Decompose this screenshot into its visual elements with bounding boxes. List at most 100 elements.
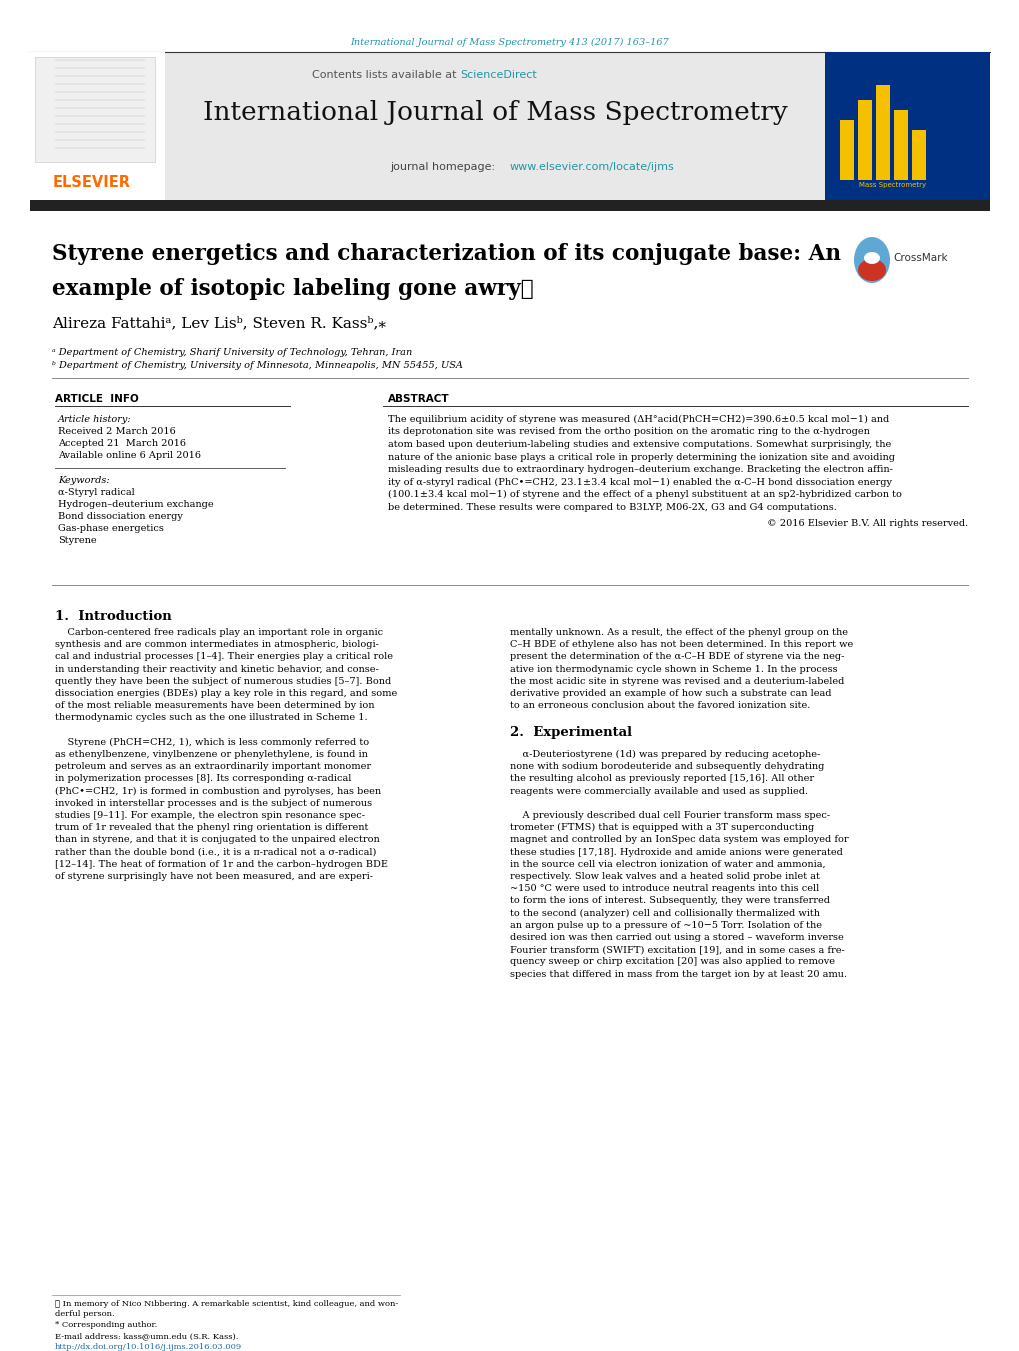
Text: the resulting alcohol as previously reported [15,16]. All other: the resulting alcohol as previously repo…	[510, 774, 813, 784]
Text: International Journal of Mass Spectrometry 413 (2017) 163–167: International Journal of Mass Spectromet…	[351, 38, 668, 47]
Text: these studies [17,18]. Hydroxide and amide anions were generated: these studies [17,18]. Hydroxide and ami…	[510, 847, 842, 857]
Text: E-mail address: kass@umn.edu (S.R. Kass).: E-mail address: kass@umn.edu (S.R. Kass)…	[55, 1332, 238, 1340]
Text: Hydrogen–deuterium exchange: Hydrogen–deuterium exchange	[58, 500, 213, 509]
Text: Keywords:: Keywords:	[58, 476, 109, 485]
Text: invoked in interstellar processes and is the subject of numerous: invoked in interstellar processes and is…	[55, 798, 372, 808]
Text: its deprotonation site was revised from the ortho position on the aromatic ring : its deprotonation site was revised from …	[387, 427, 869, 436]
Text: Styrene: Styrene	[58, 536, 97, 544]
Text: thermodynamic cycles such as the one illustrated in Scheme 1.: thermodynamic cycles such as the one ill…	[55, 713, 367, 723]
Text: trum of 1r revealed that the phenyl ring orientation is different: trum of 1r revealed that the phenyl ring…	[55, 823, 368, 832]
Text: example of isotopic labeling gone awry⋆: example of isotopic labeling gone awry⋆	[52, 278, 533, 300]
Text: ᵇ Department of Chemistry, University of Minnesota, Minneapolis, MN 55455, USA: ᵇ Department of Chemistry, University of…	[52, 361, 463, 370]
Text: ᵃ Department of Chemistry, Sharif University of Technology, Tehran, Iran: ᵃ Department of Chemistry, Sharif Univer…	[52, 349, 412, 357]
Ellipse shape	[863, 253, 879, 263]
Text: [12–14]. The heat of formation of 1r and the carbon–hydrogen BDE: [12–14]. The heat of formation of 1r and…	[55, 859, 387, 869]
Text: Received 2 March 2016: Received 2 March 2016	[58, 427, 175, 436]
Text: derful person.: derful person.	[55, 1310, 114, 1319]
Text: ⋆ In memory of Nico Nibbering. A remarkable scientist, kind colleague, and won-: ⋆ In memory of Nico Nibbering. A remarka…	[55, 1300, 397, 1308]
Bar	[893, 109, 907, 180]
Text: Accepted 21  March 2016: Accepted 21 March 2016	[58, 439, 185, 449]
Text: dissociation energies (BDEs) play a key role in this regard, and some: dissociation energies (BDEs) play a key …	[55, 689, 396, 698]
Text: ABSTRACT: ABSTRACT	[387, 394, 449, 404]
Text: ARTICLE  INFO: ARTICLE INFO	[55, 394, 139, 404]
Text: desired ion was then carried out using a stored – waveform inverse: desired ion was then carried out using a…	[510, 934, 843, 942]
Text: to the second (analyzer) cell and collisionally thermalized with: to the second (analyzer) cell and collis…	[510, 909, 819, 917]
Text: 2.  Experimental: 2. Experimental	[510, 725, 632, 739]
Text: (100.1±3.4 kcal mol−1) of styrene and the effect of a phenyl substituent at an s: (100.1±3.4 kcal mol−1) of styrene and th…	[387, 490, 901, 499]
Text: ELSEVIER: ELSEVIER	[53, 176, 130, 190]
Text: CrossMark: CrossMark	[892, 253, 947, 263]
Text: atom based upon deuterium-labeling studies and extensive computations. Somewhat : atom based upon deuterium-labeling studi…	[387, 440, 891, 449]
Text: to form the ions of interest. Subsequently, they were transferred: to form the ions of interest. Subsequent…	[510, 897, 829, 905]
Text: the most acidic site in styrene was revised and a deuterium-labeled: the most acidic site in styrene was revi…	[510, 677, 844, 686]
Text: Article history:: Article history:	[58, 415, 131, 424]
Text: in understanding their reactivity and kinetic behavior, and conse-: in understanding their reactivity and ki…	[55, 665, 378, 674]
Text: The equilibrium acidity of styrene was measured (ΔH°acid(PhCH=CH2)=390.6±0.5 kca: The equilibrium acidity of styrene was m…	[387, 415, 889, 424]
Bar	[857, 100, 871, 180]
Bar	[30, 51, 165, 200]
Text: of styrene surprisingly have not been measured, and are experi-: of styrene surprisingly have not been me…	[55, 871, 373, 881]
Text: Alireza Fattahiᵃ, Lev Lisᵇ, Steven R. Kassᵇ,⁎: Alireza Fattahiᵃ, Lev Lisᵇ, Steven R. Ka…	[52, 316, 385, 330]
Text: Bond dissociation energy: Bond dissociation energy	[58, 512, 182, 521]
Text: nature of the anionic base plays a critical role in properly determining the ion: nature of the anionic base plays a criti…	[387, 453, 894, 462]
Text: Fourier transform (SWIFT) excitation [19], and in some cases a fre-: Fourier transform (SWIFT) excitation [19…	[510, 946, 844, 954]
Text: in polymerization processes [8]. Its corresponding α-radical: in polymerization processes [8]. Its cor…	[55, 774, 351, 784]
Text: Styrene energetics and characterization of its conjugate base: An: Styrene energetics and characterization …	[52, 243, 841, 265]
Text: © 2016 Elsevier B.V. All rights reserved.: © 2016 Elsevier B.V. All rights reserved…	[766, 519, 967, 528]
Text: www.elsevier.com/locate/ijms: www.elsevier.com/locate/ijms	[510, 162, 675, 172]
Text: magnet and controlled by an IonSpec data system was employed for: magnet and controlled by an IonSpec data…	[510, 835, 848, 844]
Text: Carbon-centered free radicals play an important role in organic: Carbon-centered free radicals play an im…	[55, 628, 383, 638]
Text: none with sodium borodeuteride and subsequently dehydrating: none with sodium borodeuteride and subse…	[510, 762, 823, 771]
Text: ity of α-styryl radical (PhC•=CH2, 23.1±3.4 kcal mol−1) enabled the α-C–H bond d: ity of α-styryl radical (PhC•=CH2, 23.1±…	[387, 477, 892, 486]
Text: ~150 °C were used to introduce neutral reagents into this cell: ~150 °C were used to introduce neutral r…	[510, 884, 818, 893]
Text: Gas-phase energetics: Gas-phase energetics	[58, 524, 164, 534]
Text: respectively. Slow leak valves and a heated solid probe inlet at: respectively. Slow leak valves and a hea…	[510, 871, 819, 881]
Text: α-Styryl radical: α-Styryl radical	[58, 488, 135, 497]
Text: of the most reliable measurements have been determined by ion: of the most reliable measurements have b…	[55, 701, 374, 711]
Bar	[840, 120, 853, 180]
Text: cal and industrial processes [1–4]. Their energies play a critical role: cal and industrial processes [1–4]. Thei…	[55, 653, 392, 662]
Text: trometer (FTMS) that is equipped with a 3T superconducting: trometer (FTMS) that is equipped with a …	[510, 823, 813, 832]
Text: 1.  Introduction: 1. Introduction	[55, 611, 171, 623]
Text: http://dx.doi.org/10.1016/j.ijms.2016.03.009: http://dx.doi.org/10.1016/j.ijms.2016.03…	[55, 1343, 243, 1351]
Bar	[30, 200, 989, 211]
Text: be determined. These results were compared to B3LYP, M06-2X, G3 and G4 computati: be determined. These results were compar…	[387, 503, 836, 512]
Bar	[35, 57, 155, 162]
Text: in the source cell via electron ionization of water and ammonia,: in the source cell via electron ionizati…	[510, 859, 824, 869]
Text: mentally unknown. As a result, the effect of the phenyl group on the: mentally unknown. As a result, the effec…	[510, 628, 847, 638]
Text: ative ion thermodynamic cycle shown in Scheme 1. In the process: ative ion thermodynamic cycle shown in S…	[510, 665, 837, 674]
Text: Mass Spectrometry: Mass Spectrometry	[859, 182, 925, 188]
Text: ScienceDirect: ScienceDirect	[460, 70, 536, 80]
Bar	[165, 51, 824, 200]
Text: studies [9–11]. For example, the electron spin resonance spec-: studies [9–11]. For example, the electro…	[55, 811, 365, 820]
Text: C–H BDE of ethylene also has not been determined. In this report we: C–H BDE of ethylene also has not been de…	[510, 640, 853, 650]
Bar	[911, 130, 925, 180]
Text: present the determination of the α-C–H BDE of styrene via the neg-: present the determination of the α-C–H B…	[510, 653, 844, 662]
Text: petroleum and serves as an extraordinarily important monomer: petroleum and serves as an extraordinari…	[55, 762, 371, 771]
Text: α-Deuteriostyrene (1d) was prepared by reducing acetophe-: α-Deuteriostyrene (1d) was prepared by r…	[510, 750, 819, 759]
Text: International Journal of Mass Spectrometry: International Journal of Mass Spectromet…	[203, 100, 787, 126]
Text: to an erroneous conclusion about the favored ionization site.: to an erroneous conclusion about the fav…	[510, 701, 809, 711]
Text: as ethenylbenzene, vinylbenzene or phenylethylene, is found in: as ethenylbenzene, vinylbenzene or pheny…	[55, 750, 368, 759]
Text: * Corresponding author.: * Corresponding author.	[55, 1321, 157, 1329]
Text: misleading results due to extraordinary hydrogen–deuterium exchange. Bracketing : misleading results due to extraordinary …	[387, 465, 892, 474]
Text: journal homepage:: journal homepage:	[389, 162, 498, 172]
Text: species that differed in mass from the target ion by at least 20 amu.: species that differed in mass from the t…	[510, 970, 847, 978]
Text: A previously described dual cell Fourier transform mass spec-: A previously described dual cell Fourier…	[510, 811, 829, 820]
Text: than in styrene, and that it is conjugated to the unpaired electron: than in styrene, and that it is conjugat…	[55, 835, 379, 844]
Text: synthesis and are common intermediates in atmospheric, biologi-: synthesis and are common intermediates i…	[55, 640, 378, 650]
Bar	[824, 51, 989, 200]
Ellipse shape	[853, 236, 890, 282]
Text: reagents were commercially available and used as supplied.: reagents were commercially available and…	[510, 786, 807, 796]
Text: Available online 6 April 2016: Available online 6 April 2016	[58, 451, 201, 459]
Text: quency sweep or chirp excitation [20] was also applied to remove: quency sweep or chirp excitation [20] wa…	[510, 958, 835, 966]
Text: Styrene (PhCH=CH2, 1), which is less commonly referred to: Styrene (PhCH=CH2, 1), which is less com…	[55, 738, 369, 747]
Text: an argon pulse up to a pressure of ~10−5 Torr. Isolation of the: an argon pulse up to a pressure of ~10−5…	[510, 921, 821, 929]
Text: Contents lists available at: Contents lists available at	[312, 70, 460, 80]
Bar	[875, 85, 890, 180]
Text: (PhC•=CH2, 1r) is formed in combustion and pyrolyses, has been: (PhC•=CH2, 1r) is formed in combustion a…	[55, 786, 381, 796]
Ellipse shape	[857, 259, 886, 281]
Text: quently they have been the subject of numerous studies [5–7]. Bond: quently they have been the subject of nu…	[55, 677, 391, 686]
Text: rather than the double bond (i.e., it is a π-radical not a σ-radical): rather than the double bond (i.e., it is…	[55, 847, 376, 857]
Text: derivative provided an example of how such a substrate can lead: derivative provided an example of how su…	[510, 689, 830, 698]
